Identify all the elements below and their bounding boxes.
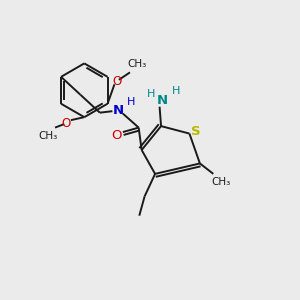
Text: N: N: [113, 104, 124, 117]
Text: O: O: [62, 117, 71, 130]
Text: H: H: [127, 97, 135, 106]
Text: CH₃: CH₃: [39, 131, 58, 141]
Text: H: H: [172, 86, 180, 96]
Text: O: O: [112, 75, 121, 88]
Text: O: O: [112, 129, 122, 142]
Text: S: S: [191, 125, 201, 138]
Text: CH₃: CH₃: [128, 59, 147, 69]
Text: CH₃: CH₃: [212, 177, 231, 187]
Text: N: N: [157, 94, 168, 106]
Text: H: H: [146, 89, 155, 99]
